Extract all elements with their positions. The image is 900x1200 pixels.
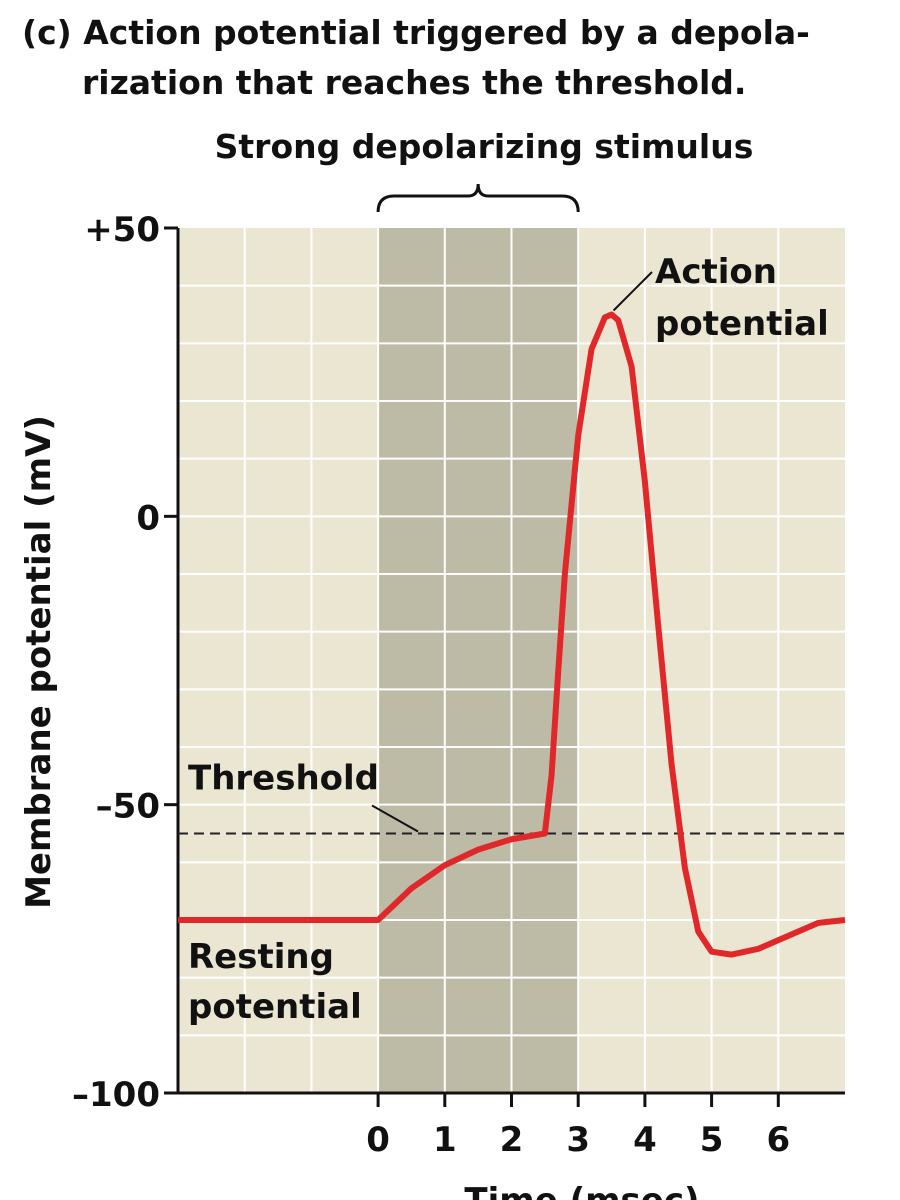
stimulus-brace <box>376 183 580 213</box>
x-tick-label: 6 <box>766 1120 790 1160</box>
resting-label: Resting <box>188 937 334 977</box>
x-tick-label: 3 <box>566 1120 590 1160</box>
y-tick-label: +50 <box>84 210 160 250</box>
peak-label: potential <box>655 304 829 344</box>
y-tick-label: 0 <box>136 498 160 538</box>
x-axis-label: Time (msec) <box>464 1181 699 1200</box>
x-tick-label: 5 <box>700 1120 724 1160</box>
peak-leader <box>612 271 653 312</box>
chart-title-line-1: (c) Action potential triggered by a depo… <box>22 13 810 52</box>
stimulus-label: Strong depolarizing stimulus <box>215 127 754 166</box>
x-tick-label: 2 <box>500 1120 524 1160</box>
x-tick-label: 1 <box>433 1120 457 1160</box>
threshold-label: Threshold <box>188 759 379 799</box>
x-tick-label: 0 <box>366 1120 390 1160</box>
y-axis-label: Membrane potential (mV) <box>19 415 59 909</box>
x-tick-label: 4 <box>633 1120 657 1160</box>
y-tick-label: –100 <box>72 1075 160 1115</box>
threshold-leader <box>371 804 419 833</box>
y-tick-label: –50 <box>96 787 160 827</box>
peak-label: Action <box>655 252 777 292</box>
resting-label: potential <box>188 987 362 1027</box>
stimulus-band <box>378 228 579 1093</box>
series-line <box>178 311 846 958</box>
chart-title-line-2: rization that reaches the threshold. <box>82 63 746 102</box>
